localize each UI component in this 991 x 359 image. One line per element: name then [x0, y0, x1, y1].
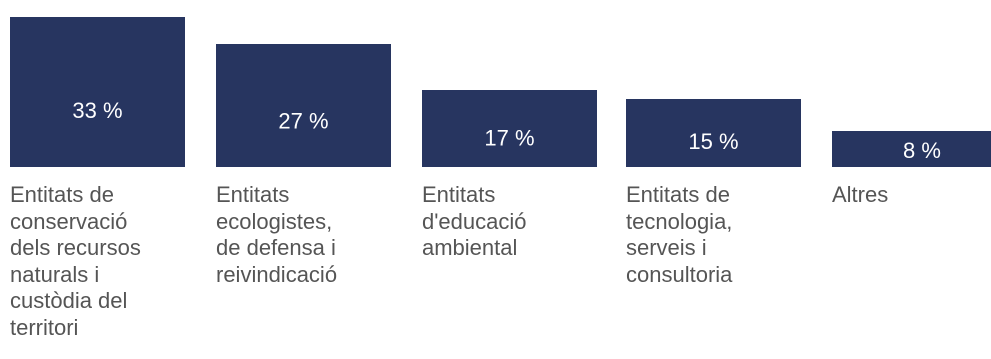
category-label-2: Entitats d'educació ambiental	[422, 182, 527, 260]
bar-2	[422, 90, 597, 167]
bar-value-label-1: 27 %	[278, 108, 328, 133]
bar-value-label-4: 8 %	[903, 138, 941, 163]
bar-1	[216, 44, 391, 167]
bar-4	[832, 131, 991, 167]
bar-0	[10, 17, 185, 167]
bar-value-label-2: 17 %	[484, 126, 534, 151]
category-label-4: Altres	[832, 182, 889, 207]
bar-3	[626, 99, 801, 167]
bar-value-label-3: 15 %	[688, 129, 738, 154]
bar-value-label-0: 33 %	[72, 98, 122, 123]
category-label-1: Entitats ecologistes, de defensa i reivi…	[216, 182, 338, 287]
category-label-3: Entitats de tecnologia, serveis i consul…	[626, 182, 733, 287]
category-label-0: Entitats de conservació dels recursos na…	[10, 182, 141, 340]
